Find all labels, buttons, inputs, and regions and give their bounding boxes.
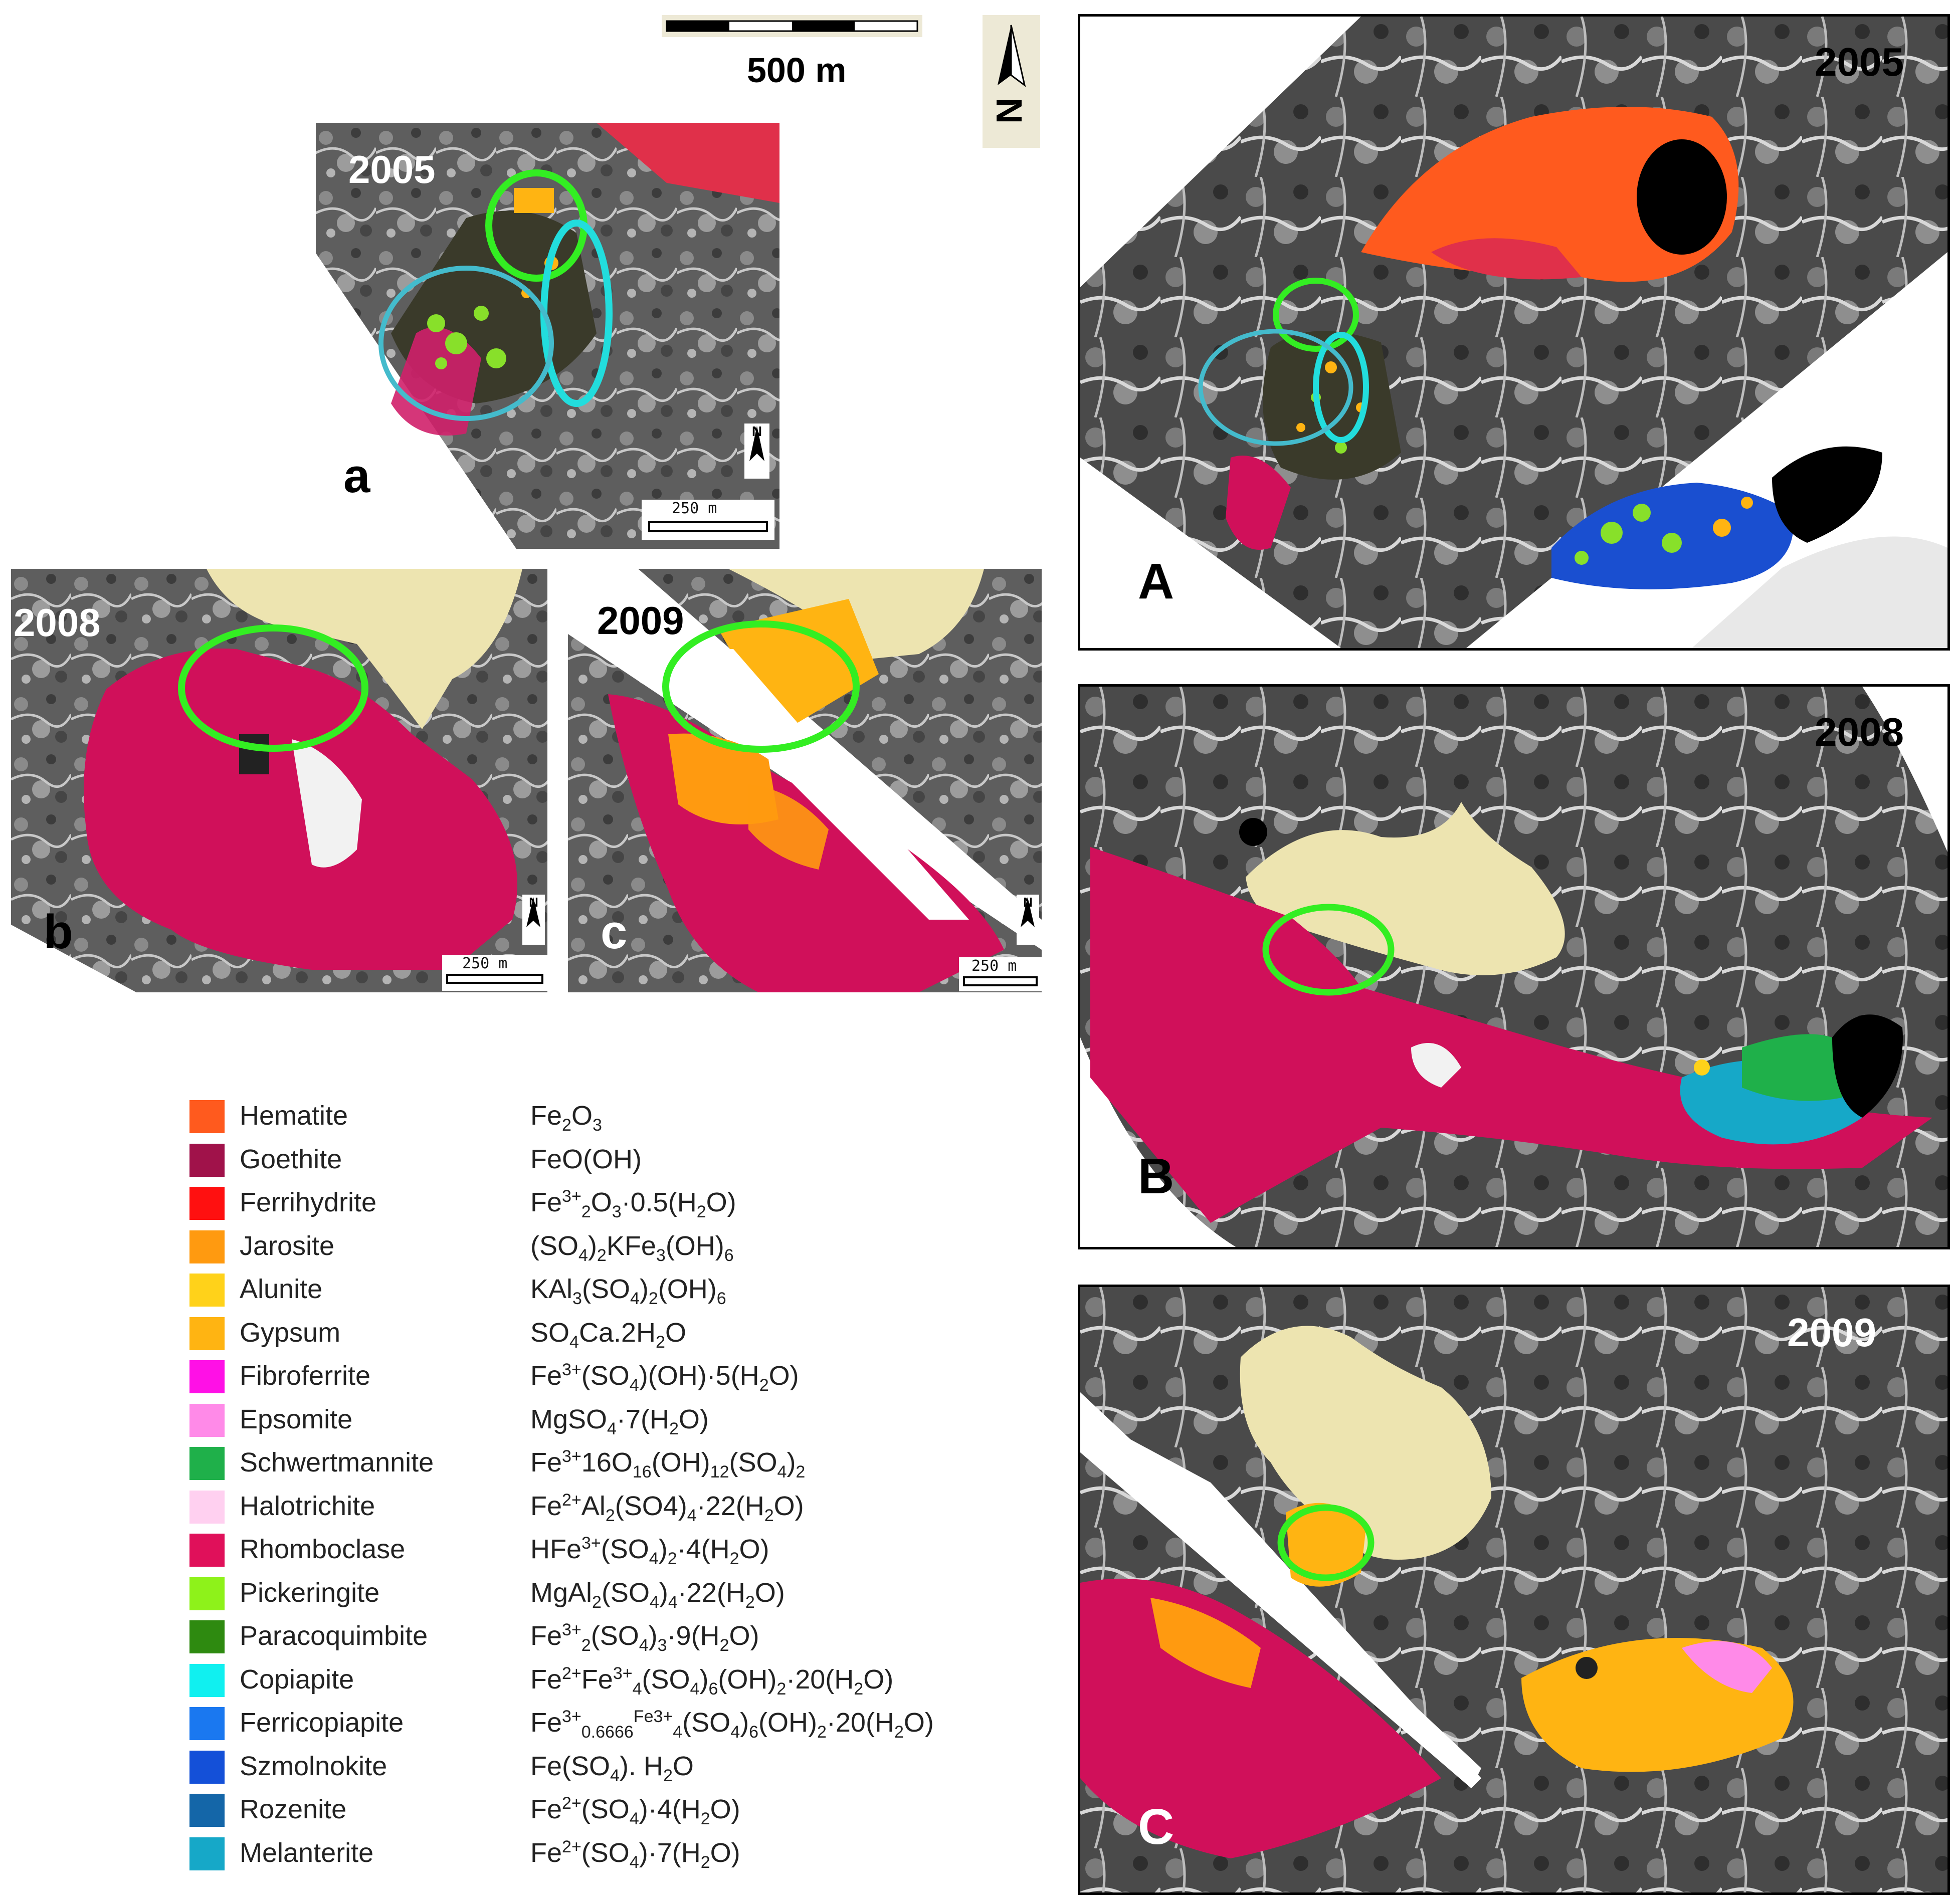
legend-mineral-name: Melanterite [240,1837,374,1868]
panel-a-north-icon: N [744,424,769,479]
legend-swatch-epsomite [189,1403,225,1437]
panel-c-north-icon: N [1017,895,1039,945]
legend-mineral-name: Rozenite [240,1794,347,1824]
panel-b-year: 2008 [14,600,101,645]
panel-c-scale-label: 250 m [971,957,1017,975]
legend-mineral-name: Ferrihydrite [240,1187,377,1217]
legend-mineral-formula: FeO(OH) [530,1144,642,1174]
panel-B-label: B [1138,1148,1175,1204]
panel-C-year: 2009 [1787,1310,1876,1355]
main-scale-label: 500 m [747,51,847,90]
legend-swatch-copiapite [189,1663,225,1697]
panel-C-label: C [1138,1799,1175,1855]
legend-mineral-name: Jarosite [240,1230,335,1261]
legend-mineral-name: Rhomboclase [240,1534,406,1564]
panel-a-scale-label: 250 m [672,500,717,517]
north-arrow-main: N [983,15,1040,148]
legend-swatch-jarosite [189,1230,225,1263]
panel-c-label: c [601,905,628,959]
legend-swatch-ferrihydrite [189,1187,225,1220]
panel-a: 2005 a N 250 m [316,123,779,549]
legend-swatch-goethite [189,1143,225,1177]
legend-mineral-formula: SO4Ca.2H2O [530,1317,686,1352]
legend-mineral-formula: Fe3+16O16(OH)12(SO4)2 [530,1447,806,1482]
legend-mineral-formula: Fe(SO4). H2O [530,1751,694,1785]
legend-mineral-name: Goethite [240,1144,342,1174]
legend-mineral-formula: Fe2+(SO4)·4(H2O) [530,1794,740,1828]
panel-a-scale: 250 m [642,500,774,540]
legend-mineral-name: Pickeringite [240,1577,380,1608]
panel-B: 2008 B [1078,684,1950,1249]
panel-c-year: 2009 [597,598,684,643]
legend-mineral-name: Gypsum [240,1317,341,1348]
legend-mineral-name: Paracoquimbite [240,1621,428,1651]
legend-mineral-formula: Fe2+Al2(SO4)4·22(H2O) [530,1490,804,1525]
legend-swatch-melanterite [189,1837,225,1870]
legend-mineral-name: Epsomite [240,1404,353,1434]
legend-swatch-gypsum [189,1317,225,1350]
legend-swatch-alunite [189,1274,225,1307]
legend-swatch-schwertmannite [189,1447,225,1480]
legend-mineral-name: Alunite [240,1274,323,1304]
panel-c: 2009 c N 250 m [568,569,1042,992]
legend-mineral-formula: (SO4)2KFe3(OH)6 [530,1230,734,1265]
legend-swatch-ferricopiapite [189,1707,225,1740]
panel-b-north-icon: N [522,895,545,945]
panel-c-scale: 250 m [959,957,1042,991]
panel-b: 2008 b N 250 m [11,569,547,992]
panel-b-scale: 250 m [442,955,547,991]
panel-a-year: 2005 [348,147,436,191]
legend-mineral-name: Szmolnokite [240,1751,387,1781]
legend-mineral-name: Hematite [240,1101,348,1131]
main-scale-bar [662,15,922,37]
panel-A-label: A [1138,553,1175,609]
panel-A: 2005 A [1078,14,1950,651]
legend-mineral-formula: Fe3+0.6666Fe3+4(SO4)6(OH)2·20(H2O) [530,1707,934,1742]
legend-swatch-hematite [189,1100,225,1133]
legend-mineral-formula: MgSO4·7(H2O) [530,1404,709,1438]
legend-swatch-paracoquimbite [189,1620,225,1653]
legend-swatch-rozenite [189,1794,225,1827]
panel-b-scale-label: 250 m [462,955,508,972]
panel-B-year: 2008 [1815,710,1904,754]
legend-mineral-formula: Fe3+2(SO4)3·9(H2O) [530,1620,759,1655]
legend-swatch-halotrichite [189,1490,225,1524]
legend-mineral-name: Ferricopiapite [240,1708,404,1738]
legend-mineral-formula: MgAl2(SO4)4·22(H2O) [530,1577,785,1612]
legend-mineral-formula: Fe2+(SO4)·7(H2O) [530,1837,740,1872]
legend-mineral-name: Fibroferrite [240,1361,371,1391]
legend-mineral-name: Schwertmannite [240,1447,434,1477]
panel-a-label: a [343,449,370,503]
legend-mineral-formula: KAl3(SO4)2(OH)6 [530,1274,726,1308]
panel-A-year: 2005 [1815,40,1904,84]
legend-swatch-rhomboclase [189,1534,225,1567]
legend-swatch-pickeringite [189,1577,225,1610]
legend-swatch-szmolnokite [189,1750,225,1784]
legend-mineral-formula: Fe3+(SO4)(OH)·5(H2O) [530,1360,799,1395]
legend-mineral-formula: HFe3+(SO4)2·4(H2O) [530,1534,769,1568]
legend-mineral-name: Copiapite [240,1664,354,1695]
legend-mineral-formula: Fe2O3 [530,1101,602,1135]
legend-mineral-formula: Fe3+2O3·0.5(H2O) [530,1187,736,1221]
panel-C: 2009 C [1078,1285,1950,1895]
panel-b-label: b [44,905,73,959]
legend-mineral-formula: Fe2+Fe3+4(SO4)6(OH)2·20(H2O) [530,1663,894,1699]
legend-mineral-name: Halotrichite [240,1491,375,1521]
mineral-legend: Hematite Fe2O3 Goethite FeO(OH) Ferrihydrite… [189,1100,1042,1882]
north-arrow-main-label: N [990,98,1030,124]
legend-swatch-fibroferrite [189,1360,225,1393]
